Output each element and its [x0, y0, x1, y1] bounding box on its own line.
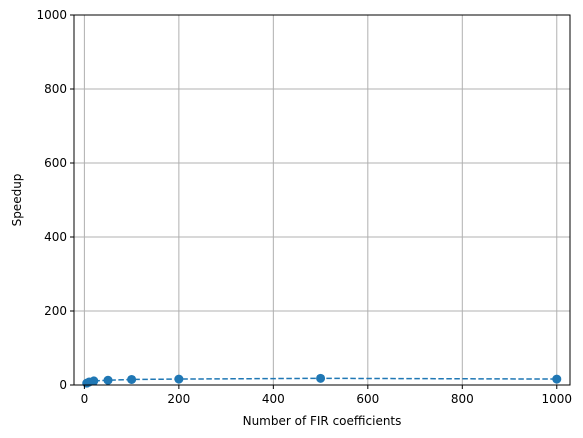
- axis-ticks: 0 200 400 600 800 1000 0 200 400 600 800 1000: [36, 8, 572, 406]
- plot-frame: [73, 14, 571, 386]
- x-tick-label: 200: [167, 392, 190, 406]
- plot-background: [74, 15, 570, 385]
- y-axis-label: Speedup: [10, 174, 24, 227]
- data-point: [89, 376, 99, 386]
- x-tick-label: 1000: [541, 392, 572, 406]
- x-tick-label: 600: [356, 392, 379, 406]
- data-point: [103, 375, 113, 385]
- data-point: [127, 374, 137, 384]
- y-tick-label: 600: [44, 156, 67, 170]
- y-tick-label: 0: [59, 378, 67, 392]
- data-point: [316, 373, 326, 383]
- y-tick-label: 200: [44, 304, 67, 318]
- data-point: [552, 374, 562, 384]
- x-tick-label: 0: [81, 392, 89, 406]
- series-layer: [82, 373, 562, 388]
- y-tick-label: 1000: [36, 8, 67, 22]
- y-tick-label: 800: [44, 82, 67, 96]
- x-tick-label: 400: [262, 392, 285, 406]
- x-axis-label: Number of FIR coefficients: [243, 414, 402, 428]
- data-point: [174, 374, 184, 384]
- x-tick-label: 800: [451, 392, 474, 406]
- y-tick-label: 400: [44, 230, 67, 244]
